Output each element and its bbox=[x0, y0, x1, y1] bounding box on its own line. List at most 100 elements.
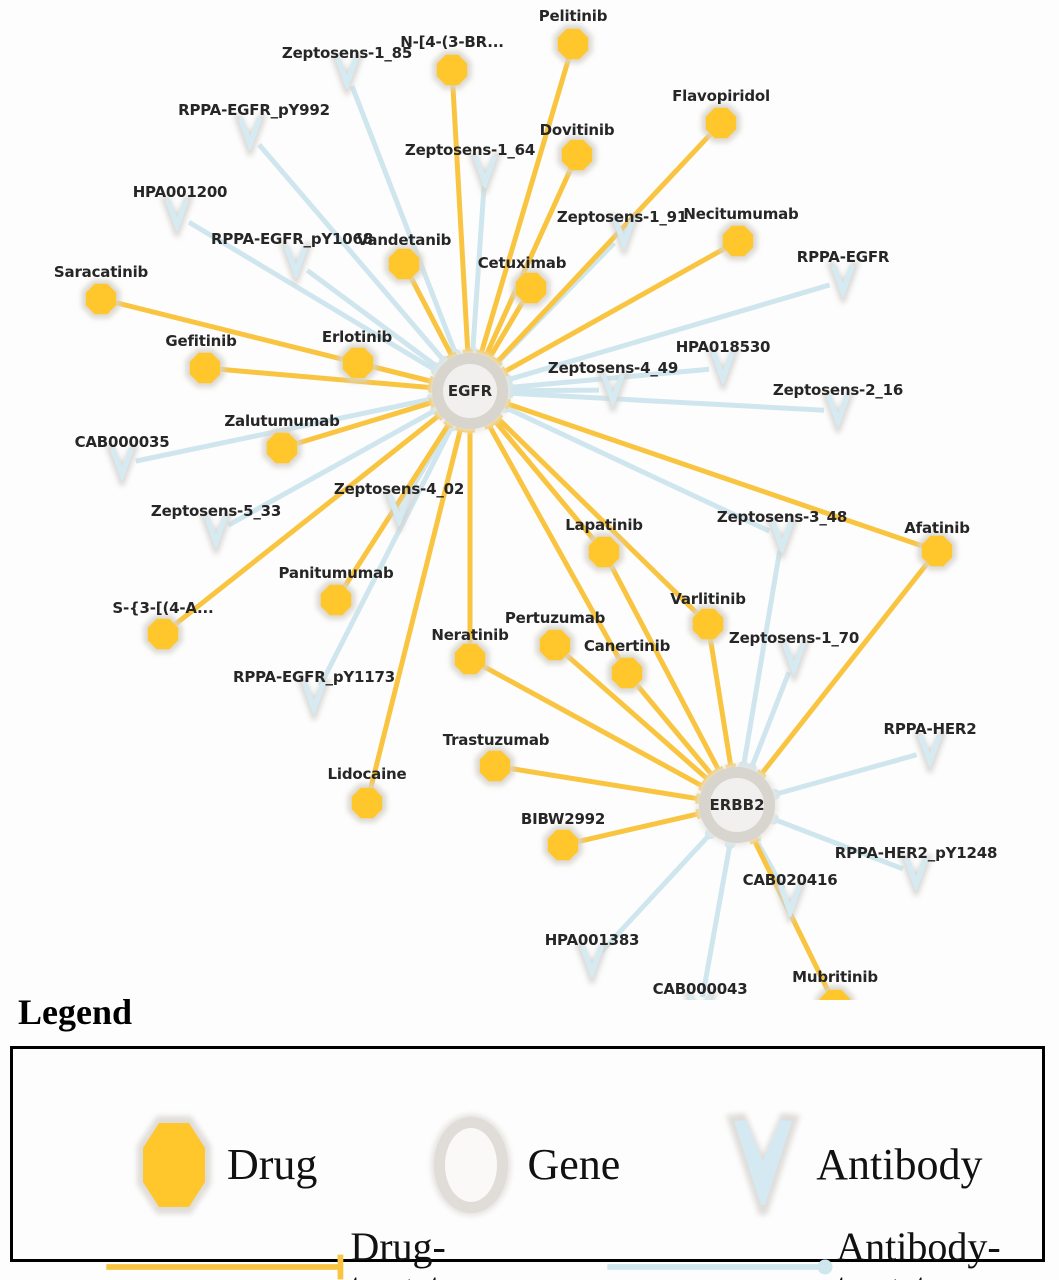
drug-node[interactable] bbox=[262, 428, 302, 468]
nodes-layer[interactable] bbox=[81, 24, 957, 1000]
octagon-icon bbox=[557, 28, 589, 60]
antibody-node[interactable] bbox=[777, 639, 811, 681]
edge-afatinib-ERBB2[interactable] bbox=[759, 561, 930, 776]
edge-rppa_py1068-EGFR[interactable] bbox=[305, 268, 441, 370]
edge-zepto_1_64-EGFR[interactable] bbox=[470, 185, 487, 353]
drug-node[interactable] bbox=[701, 103, 741, 143]
drug-node[interactable] bbox=[815, 985, 855, 1000]
edge-flavopiridol-EGFR[interactable] bbox=[494, 132, 713, 365]
antibody-node[interactable] bbox=[596, 370, 630, 412]
edge-canertinib-EGFR[interactable] bbox=[486, 423, 622, 662]
drug-node[interactable] bbox=[475, 746, 515, 786]
antibody-node[interactable] bbox=[773, 881, 807, 923]
antibody-node[interactable] bbox=[575, 942, 609, 984]
edge-zepto_1_70-ERBB2[interactable] bbox=[748, 671, 792, 770]
drug-node[interactable] bbox=[688, 604, 728, 644]
edge-varlitinib-EGFR[interactable] bbox=[496, 416, 700, 616]
drug-node[interactable] bbox=[718, 221, 758, 261]
edge-varlitinib-ERBB2[interactable] bbox=[707, 638, 734, 767]
drug-node[interactable] bbox=[432, 50, 472, 90]
antibody-node[interactable] bbox=[279, 242, 313, 284]
drug-node[interactable] bbox=[511, 268, 551, 308]
octagon-icon bbox=[561, 139, 593, 171]
chevron-down-icon bbox=[612, 217, 636, 249]
edge-canertinib-ERBB2[interactable] bbox=[634, 682, 714, 777]
edge-necitumumab-EGFR[interactable] bbox=[502, 246, 727, 375]
legend-item-gene: Gene bbox=[425, 1109, 620, 1221]
edge-dovitinib-EGFR[interactable] bbox=[483, 167, 574, 357]
antibody-node[interactable] bbox=[821, 391, 855, 433]
edge-lapatinib-ERBB2[interactable] bbox=[608, 564, 722, 772]
drug-node[interactable] bbox=[553, 24, 593, 64]
network-graph[interactable] bbox=[0, 0, 1059, 1000]
edge-vandetanib-EGFR[interactable] bbox=[408, 276, 455, 358]
edge-cetuximab-EGFR[interactable] bbox=[487, 299, 526, 359]
edge-rppa_py992-EGFR[interactable] bbox=[257, 143, 447, 363]
antibody-node[interactable] bbox=[765, 517, 799, 559]
edge-rppa_egfr-EGFR[interactable] bbox=[506, 282, 831, 383]
drug-node[interactable] bbox=[347, 783, 387, 823]
edge-nbr-EGFR[interactable] bbox=[450, 84, 471, 353]
drug-node[interactable] bbox=[543, 825, 583, 865]
antibody-node[interactable] bbox=[160, 195, 194, 237]
antibody-node[interactable] bbox=[105, 444, 139, 486]
edge-trastuzumab-ERBB2[interactable] bbox=[509, 765, 699, 802]
drug-node[interactable] bbox=[917, 531, 957, 571]
legend-antibody-target-label: Antibody-target bbox=[836, 1224, 1001, 1280]
antibody-node[interactable] bbox=[683, 991, 717, 1000]
edge-zepto_5_33-EGFR[interactable] bbox=[227, 407, 438, 528]
octagon-icon bbox=[692, 608, 724, 640]
antibody-node[interactable] bbox=[706, 348, 740, 390]
drug-node[interactable] bbox=[450, 639, 490, 679]
antibody-node[interactable] bbox=[468, 152, 502, 194]
edge-zepto_3_48-EGFR[interactable] bbox=[504, 405, 771, 534]
antibody-node[interactable] bbox=[330, 53, 364, 95]
edge-bibw2992-ERBB2[interactable] bbox=[577, 811, 700, 845]
antibody-node[interactable] bbox=[899, 854, 933, 896]
gene-node-erbb2[interactable] bbox=[696, 764, 778, 846]
edge-zepto_3_48-ERBB2[interactable] bbox=[740, 550, 783, 767]
edge-zalutumumab-EGFR[interactable] bbox=[295, 399, 434, 447]
drug-node[interactable] bbox=[316, 580, 356, 620]
edge-lapatinib-EGFR[interactable] bbox=[493, 419, 597, 543]
edge-hpa001200-EGFR[interactable] bbox=[187, 220, 438, 374]
octagon-icon bbox=[479, 750, 511, 782]
antibody-node[interactable] bbox=[826, 261, 860, 303]
drug-node[interactable] bbox=[338, 343, 378, 383]
antibody-node[interactable] bbox=[233, 114, 267, 156]
drug-node[interactable] bbox=[557, 135, 597, 175]
edge-s3a-EGFR[interactable] bbox=[173, 413, 441, 627]
antibody-node[interactable] bbox=[382, 490, 416, 532]
edge-hpa018530-EGFR[interactable] bbox=[508, 366, 710, 390]
drug-node[interactable] bbox=[535, 625, 575, 665]
drug-node[interactable] bbox=[185, 348, 225, 388]
edge-lidocaine-EGFR[interactable] bbox=[368, 428, 463, 790]
edge-erlotinib-EGFR[interactable] bbox=[371, 364, 433, 384]
edge-pertuzumab-ERBB2[interactable] bbox=[564, 653, 710, 782]
drug-node[interactable] bbox=[607, 653, 647, 693]
edge-rppa_py1173-EGFR[interactable] bbox=[318, 424, 455, 687]
antibody-node[interactable] bbox=[913, 731, 947, 773]
edge-rppa_her2-ERBB2[interactable] bbox=[773, 752, 918, 797]
drug-node[interactable] bbox=[143, 614, 183, 654]
edge-zepto_1_85-EGFR[interactable] bbox=[349, 85, 459, 356]
antibody-node[interactable] bbox=[297, 678, 331, 720]
edge-cab000043-ERBB2[interactable] bbox=[700, 842, 733, 998]
antibody-node[interactable] bbox=[199, 512, 233, 554]
edge-zepto_4_49-EGFR[interactable] bbox=[508, 387, 600, 394]
edge-hpa001383-ERBB2[interactable] bbox=[599, 831, 713, 954]
legend-item-drug-target: Drug-target bbox=[103, 1227, 504, 1280]
drug-node[interactable] bbox=[384, 244, 424, 284]
edge-gefitinib-EGFR[interactable] bbox=[219, 366, 432, 391]
drug-node[interactable] bbox=[81, 279, 121, 319]
edge-zepto_2_16-EGFR[interactable] bbox=[508, 390, 825, 413]
ring-icon-hole bbox=[710, 778, 764, 832]
edge-rppa_her2_py-ERBB2[interactable] bbox=[772, 816, 904, 872]
drug-node[interactable] bbox=[584, 532, 624, 572]
edge-afatinib-EGFR[interactable] bbox=[506, 401, 924, 549]
antibody-node[interactable] bbox=[607, 213, 641, 255]
edge-neratinib-ERBB2[interactable] bbox=[481, 664, 704, 789]
gene-node-egfr[interactable] bbox=[429, 350, 511, 432]
edge-pelitinib-EGFR[interactable] bbox=[478, 57, 572, 355]
